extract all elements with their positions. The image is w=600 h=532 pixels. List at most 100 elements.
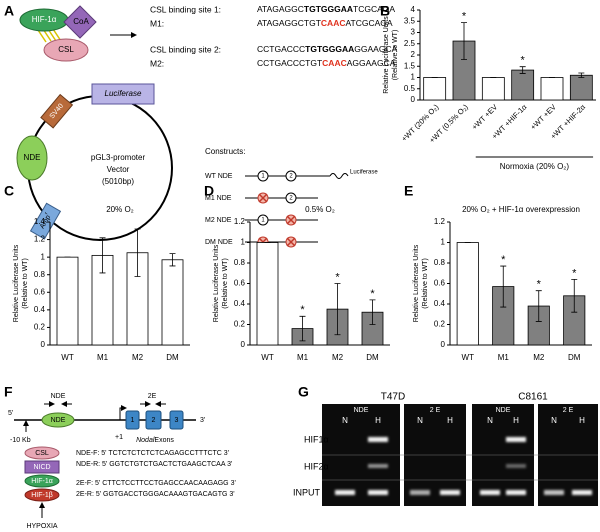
site-number: 1 [261,174,265,180]
vector-name: pGL3-promoter [91,153,146,162]
exon-number: 1 [131,417,135,424]
x-tick-label: M2 [533,353,545,362]
y-tick-label: 1.2 [34,235,46,244]
significance: * [537,279,542,291]
error-bar [519,66,526,74]
primer: 2E-R: 5' GGTGACCTGGGACAAAGTGACAGTG 3' [76,491,235,498]
lane: H [375,416,381,425]
x-tick-label: M2 [332,353,344,362]
y-tick-label: 2 [411,50,416,59]
construct-label: M2 NDE [205,217,232,224]
x-tick-label: M1 [97,353,109,362]
significance: * [335,271,340,283]
panel-label: F [4,384,13,400]
x-tick-label: WT [261,353,274,362]
chart-title: 20% O₂ [106,205,134,214]
x-tick-label: +WT +EV [470,102,499,131]
exon-number: 3 [175,417,179,424]
y-tick-label: 0.6 [434,279,446,288]
bar [56,256,79,346]
site-label: CSL binding site 1: [150,4,221,14]
row-label: INPUT [293,487,321,497]
x-tick-label: M2 [132,353,144,362]
tss-label: +1 [115,434,123,441]
sequence: ATAGAGGCTGTCAACATCGCAGA [257,18,393,28]
lane: H [447,416,453,425]
csl-label: CSL [58,45,74,54]
site-number: 2 [289,196,293,202]
region: NDE [496,407,511,414]
row-label: HIF2α [304,461,329,471]
region: 2 E [430,407,441,414]
x-tick-label: DM [568,353,581,362]
significance: * [462,11,467,23]
hif-label: HIF-1α [32,15,57,24]
site-number: 1 [261,218,265,224]
y-tick-label: 0 [241,340,246,349]
y-axis-label: (Relative to WT) [222,258,229,309]
x-tick-label: M1 [498,353,510,362]
bar [456,242,479,346]
y-tick-label: 0.4 [34,305,46,314]
protein: NICD [33,464,50,471]
vector-map: Luciferase SV40 NDE Ampr pGL3-promoter V… [16,83,173,241]
x-tick-label: WT [462,353,475,362]
protein: HIF-1β [31,492,53,499]
y-tick-label: 0.8 [34,270,46,279]
y-tick-label: 0.2 [34,323,46,332]
panel-f: F NDE 5' NDE -10 Kb +1 2E 1 2 3 3' Nodal… [4,384,236,530]
construct-label: DM NDE [205,239,233,246]
y-tick-label: 1.4 [34,217,46,226]
lane: N [487,416,493,425]
significance: * [300,304,305,316]
significance: * [370,288,375,300]
cell-line: C8161 [518,392,548,403]
construct-label: WT NDE [205,173,233,180]
construct-label: M1 NDE [205,195,232,202]
y-tick-label: 1 [41,252,46,261]
lane: N [551,416,557,425]
y-tick-label: 0.8 [434,258,446,267]
y-tick-label: 1.2 [234,217,246,226]
nde-label: NDE [51,417,66,424]
sequence: CCTGACCCTGTCAACAGGAAGCA [257,58,396,68]
gel-bands [335,437,592,495]
exon-number: 2 [152,417,156,424]
y-tick-label: 1.2 [434,217,446,226]
y-tick-label: 0.6 [234,279,246,288]
panel-a: A HIF-1α CoA CSL CSL binding site 1: ATA… [4,3,398,248]
y-tick-label: 3 [411,28,416,37]
error-bar [369,299,376,325]
primer-region: NDE [51,393,66,400]
y-tick-label: 0.4 [234,299,246,308]
y-tick-label: 1.5 [404,61,416,70]
bar [511,69,535,101]
bar [256,242,279,346]
luciferase-label: Luciferase [105,89,142,98]
error-bar [500,265,507,308]
site-label: M1: [150,18,164,28]
error-bar [169,253,176,267]
y-axis-label: (Relative to WT) [22,258,29,309]
constructs: Constructs: WT NDE M1 NDE M2 NDE DM NDE … [205,147,378,248]
y-tick-label: 0.8 [234,258,246,267]
y-tick-label: 0.4 [434,299,446,308]
panel-label: A [4,3,14,19]
reporter-label: Luciferase [350,170,378,176]
sequence: ATAGAGGCTGTGGGAATCGCAGA [257,4,395,14]
region: 2 E [563,407,574,414]
constructs-title: Constructs: [205,147,245,156]
panel-label: G [298,384,309,400]
x-tick-label: DM [166,353,179,362]
error-bar [134,228,141,277]
site-label: M2: [150,58,164,68]
site-label: CSL binding site 2: [150,44,221,54]
y-tick-label: 4 [411,5,416,14]
error-bar [299,315,306,342]
bar [161,259,184,346]
y-tick-label: 0 [441,340,446,349]
error-bar [535,290,542,322]
vector-name: (5010bp) [102,177,134,186]
x-tick-label: WT [61,353,74,362]
